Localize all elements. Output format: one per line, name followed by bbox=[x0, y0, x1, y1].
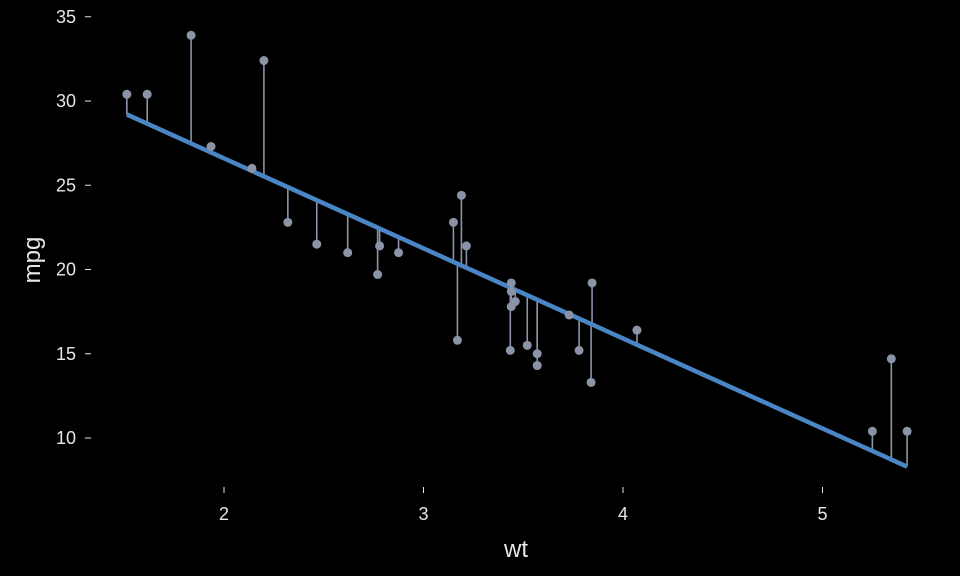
data-point bbox=[122, 89, 132, 99]
data-point bbox=[632, 325, 642, 335]
data-point bbox=[506, 302, 516, 312]
data-point bbox=[505, 345, 515, 355]
x-tick-label: 4 bbox=[618, 504, 628, 524]
data-point bbox=[867, 426, 877, 436]
data-point bbox=[456, 190, 466, 200]
x-axis: 2 3 4 5 bbox=[219, 487, 828, 524]
data-point bbox=[587, 278, 597, 288]
data-point bbox=[206, 141, 216, 151]
data-point bbox=[564, 310, 574, 320]
data-point bbox=[186, 30, 196, 40]
y-axis: 10 15 20 25 30 35 bbox=[56, 7, 91, 448]
data-point bbox=[452, 335, 462, 345]
data-point bbox=[142, 89, 152, 99]
regression-line-group bbox=[125, 112, 909, 469]
x-tick-label: 5 bbox=[817, 504, 827, 524]
y-tick-label: 35 bbox=[56, 7, 76, 27]
data-point bbox=[448, 217, 458, 227]
data-points bbox=[122, 30, 912, 436]
y-tick-label: 25 bbox=[56, 175, 76, 195]
y-tick-label: 10 bbox=[56, 428, 76, 448]
data-point bbox=[506, 286, 516, 296]
data-point bbox=[522, 340, 532, 350]
data-point bbox=[532, 349, 542, 359]
data-point bbox=[247, 163, 257, 173]
regression-line bbox=[125, 112, 909, 469]
y-axis-title: mpg bbox=[19, 237, 46, 284]
data-point bbox=[902, 426, 912, 436]
data-point bbox=[312, 239, 322, 249]
data-point bbox=[506, 278, 516, 288]
data-point bbox=[283, 217, 293, 227]
data-point bbox=[461, 241, 471, 251]
y-tick-label: 20 bbox=[56, 260, 76, 280]
y-tick-label: 15 bbox=[56, 344, 76, 364]
x-axis-title: wt bbox=[503, 536, 528, 563]
data-point bbox=[373, 270, 383, 280]
data-point bbox=[586, 377, 596, 387]
data-point bbox=[574, 345, 584, 355]
data-point bbox=[259, 56, 269, 66]
data-point bbox=[394, 248, 404, 258]
x-tick-label: 3 bbox=[418, 504, 428, 524]
y-tick-label: 30 bbox=[56, 91, 76, 111]
x-tick-label: 2 bbox=[219, 504, 229, 524]
data-point bbox=[375, 241, 385, 251]
data-point bbox=[343, 248, 353, 258]
data-point bbox=[532, 361, 542, 371]
data-point bbox=[886, 354, 896, 364]
